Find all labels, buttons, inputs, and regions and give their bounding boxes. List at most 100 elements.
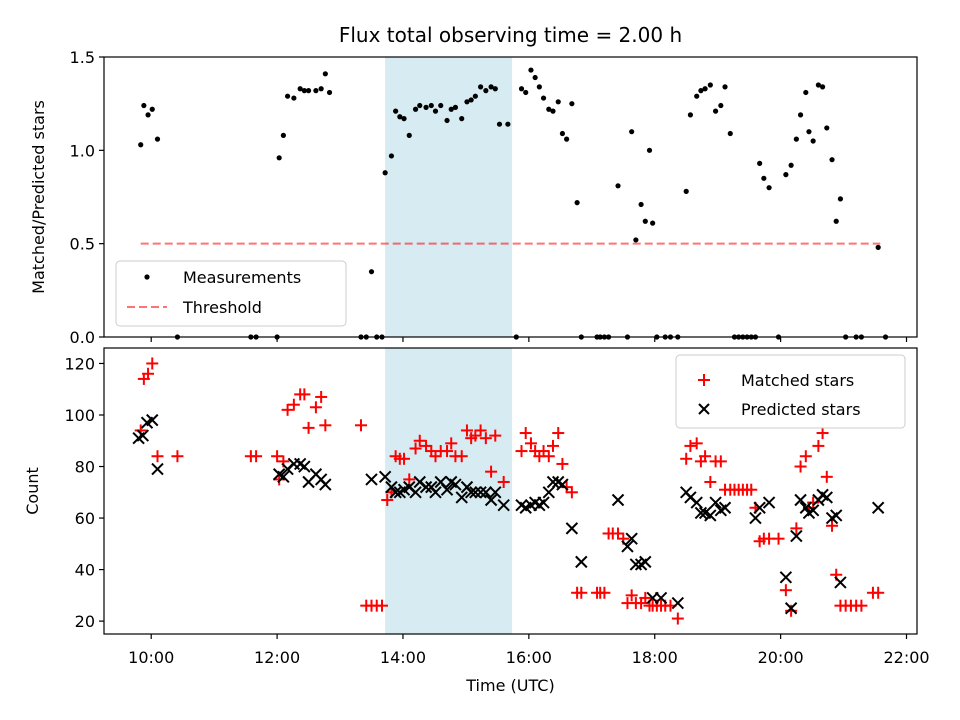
predicted-star-point	[565, 522, 579, 535]
measurement-point	[452, 104, 459, 110]
bottom-axes-frame	[103, 347, 918, 635]
top-legend-box	[115, 260, 347, 327]
measurement-point	[550, 108, 556, 114]
measurement-point	[149, 106, 155, 112]
x-tick-label: 18:00	[632, 648, 678, 667]
x-tick-label: 10:00	[128, 648, 174, 667]
bottom-y-tick-label: 80	[75, 458, 95, 477]
measurement-point	[810, 138, 816, 144]
predicted-star-point	[449, 478, 462, 491]
measurement-point	[824, 125, 830, 131]
predicted-star-point	[474, 486, 487, 499]
matched-star-point	[690, 437, 703, 450]
measurement-point	[574, 200, 580, 206]
matched-star-point	[542, 450, 555, 463]
bottom-y-tick-label: 40	[75, 561, 95, 580]
matched-star-point	[441, 445, 454, 458]
legend-matched-label: Matched stars	[741, 371, 854, 390]
measurement-point	[141, 102, 147, 109]
predicted-star-point	[794, 493, 807, 507]
measurement-point	[642, 218, 648, 224]
measurement-point	[707, 82, 713, 88]
predicted-star-point	[790, 529, 803, 543]
measurement-point	[393, 108, 399, 114]
measurement-point	[718, 102, 724, 109]
predicted-star-point	[409, 486, 422, 499]
measurement-point	[276, 155, 282, 161]
bottom-legend: Matched stars Predicted stars	[675, 354, 906, 429]
predicted-star-point	[151, 462, 164, 476]
matched-star-point	[816, 427, 829, 440]
measurement-point	[829, 157, 835, 163]
measurement-point	[423, 104, 429, 110]
measurement-point	[438, 102, 444, 109]
measurement-point	[875, 244, 881, 250]
predicted-star-point	[479, 486, 493, 499]
measurement-point	[698, 88, 704, 94]
predicted-star-point	[621, 540, 634, 553]
predicted-star-point	[625, 532, 638, 545]
matched-star-point	[826, 519, 839, 532]
predicted-star-point	[709, 496, 722, 509]
measurement-point	[615, 183, 621, 189]
legend-measurements-marker	[144, 274, 150, 280]
measurement-point	[546, 106, 552, 112]
matched-stars-marks	[134, 357, 885, 625]
measurement-point	[432, 108, 439, 114]
matched-star-point	[812, 439, 825, 452]
predicted-star-point	[497, 498, 510, 512]
matched-star-point	[298, 388, 311, 401]
predicted-star-point	[762, 496, 776, 509]
top-y-axis-label: Matched/Predicted stars	[29, 100, 48, 294]
predicted-star-point	[871, 501, 885, 514]
matched-star-point	[455, 450, 468, 463]
measurement-point	[322, 71, 328, 77]
matched-star-point	[546, 439, 559, 452]
measurement-point	[783, 172, 789, 178]
predicted-star-point	[611, 493, 625, 507]
matched-star-point	[794, 460, 807, 473]
matched-star-point	[413, 434, 426, 447]
measurement-point	[280, 132, 286, 138]
measurement-point	[555, 99, 561, 105]
matched-star-point	[598, 586, 611, 599]
matched-star-point	[779, 584, 792, 597]
x-tick-label: 12:00	[254, 648, 300, 667]
chart-title: Flux total observing time = 2.00 h	[339, 23, 682, 47]
matched-star-point	[146, 357, 159, 370]
bottom-ticks: 20 40 60 80 100 120 10:00 12:00 14:00 16:00 18:00 2…	[64, 354, 929, 667]
measurement-point	[564, 136, 570, 142]
predicted-star-point	[378, 470, 392, 484]
predicted-star-point	[136, 429, 150, 442]
predicted-star-point	[575, 555, 588, 569]
matched-star-point	[309, 401, 322, 414]
predicted-star-point	[429, 486, 442, 499]
matched-star-point	[699, 450, 712, 463]
bottom-y-axis-label: Count	[23, 467, 42, 515]
matched-star-point	[680, 452, 693, 465]
matched-star-point	[799, 450, 812, 463]
matched-star-point	[171, 450, 184, 463]
top-legend: Measurements Threshold	[115, 260, 347, 327]
top-y-tick-label: 1.5	[70, 48, 95, 67]
legend-threshold-label: Threshold	[182, 298, 262, 317]
measurement-point	[326, 89, 333, 96]
predicted-star-point	[820, 491, 833, 504]
matched-star-point	[565, 486, 578, 499]
matched-star-point	[714, 455, 727, 468]
predicted-star-point	[639, 555, 652, 569]
matched-star-point	[460, 424, 473, 437]
measurement-point	[478, 84, 484, 90]
matched-star-point	[485, 465, 498, 478]
top-y-tick-label: 0.0	[70, 328, 95, 347]
matched-star-point	[772, 532, 785, 545]
matched-star-point	[489, 429, 502, 442]
measurement-point	[766, 185, 772, 191]
measurement-point	[297, 86, 303, 92]
matched-star-point	[271, 450, 284, 463]
measurement-point	[569, 101, 575, 107]
matched-star-point	[302, 421, 315, 434]
matched-star-point	[281, 403, 294, 416]
bottom-y-tick-label: 60	[75, 509, 95, 528]
matched-star-point	[872, 586, 885, 599]
